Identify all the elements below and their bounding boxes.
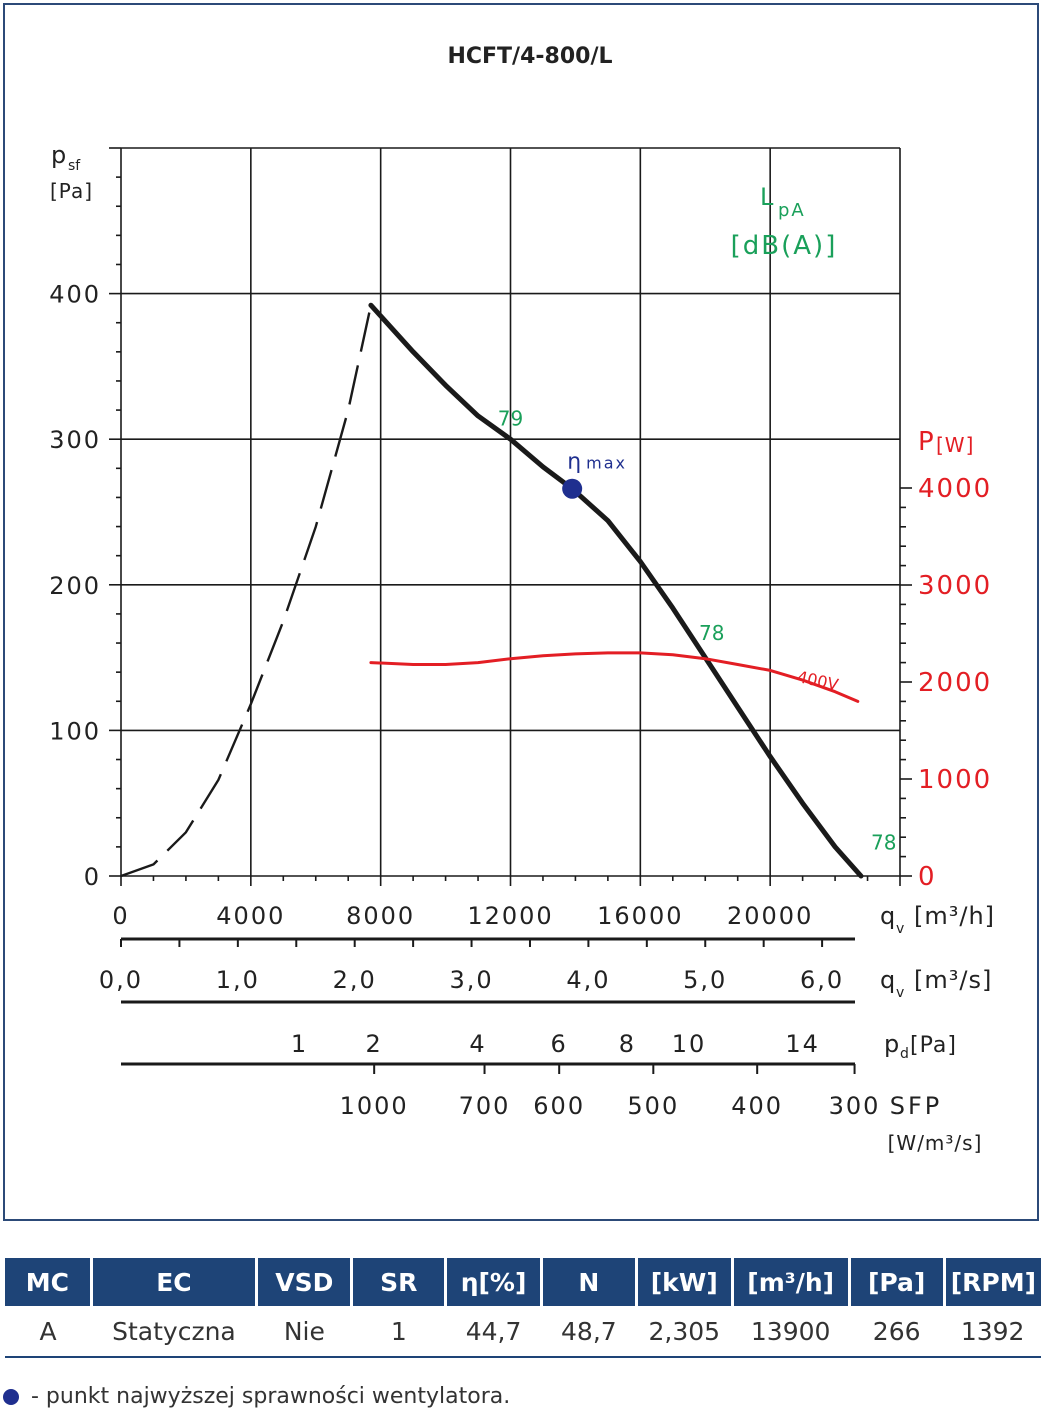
header-vsd: VSD xyxy=(256,1258,354,1306)
pd-tick-label: 14 xyxy=(785,1030,820,1058)
x-tick-label: 4000 xyxy=(216,902,285,930)
cell-ec: Statyczna xyxy=(91,1306,257,1358)
sfp-axis-label: SFP xyxy=(890,1092,943,1120)
pd-tick-label: 4 xyxy=(469,1030,486,1058)
qs-tick-label: 0,0 xyxy=(99,966,143,994)
y-axis-unit: [Pa] xyxy=(50,179,93,203)
header-rpm: [RPM] xyxy=(944,1258,1041,1306)
y-axis-label-sub: sf xyxy=(68,158,81,174)
pd-axis-label: p xyxy=(884,1030,899,1058)
y2-axis-label: P xyxy=(918,427,934,457)
x-tick-label: 12000 xyxy=(467,902,553,930)
x-tick-label: 8000 xyxy=(346,902,415,930)
footnote-text: - punkt najwyższej sprawności wentylator… xyxy=(31,1384,511,1409)
y-tick-label: 400 xyxy=(49,281,101,309)
x-axis-label-sub: v xyxy=(896,921,904,937)
header-pa: [Pa] xyxy=(849,1258,946,1306)
cell-mc: A xyxy=(5,1306,92,1358)
y2-axis-unit: [W] xyxy=(936,433,974,457)
y2-tick-label: 4000 xyxy=(918,474,992,504)
header-ec: EC xyxy=(91,1258,259,1306)
x-axis-unit: [m³/h] xyxy=(914,902,995,930)
table-header-row: MC EC VSD SR η[%] N [kW] [m³/h] [Pa] [RP… xyxy=(5,1258,1041,1306)
qs-tick-label: 3,0 xyxy=(449,966,493,994)
qs-tick-label: 4,0 xyxy=(566,966,610,994)
x-axis-label: q xyxy=(880,902,895,930)
lpa-label: L xyxy=(760,183,774,211)
sound-level-label: 78 xyxy=(871,830,896,854)
power-curve xyxy=(369,651,860,703)
y-tick-label: 200 xyxy=(49,572,101,600)
cell-pa: 266 xyxy=(849,1306,945,1358)
sfp-tick-label: 300 xyxy=(829,1092,881,1120)
pd-axis-unit: [Pa] xyxy=(910,1033,957,1058)
eta-max-label: η xyxy=(567,450,581,475)
chart-title: HCFT/4-800/L xyxy=(447,44,612,69)
cell-kw: 2,305 xyxy=(636,1306,733,1358)
spec-table: MC EC VSD SR η[%] N [kW] [m³/h] [Pa] [RP… xyxy=(5,1258,1041,1358)
cell-vsd: Nie xyxy=(256,1306,352,1358)
y2-tick-label: 1000 xyxy=(918,765,992,795)
sound-level-label: 78 xyxy=(699,621,724,645)
cell-n: 48,7 xyxy=(541,1306,637,1358)
header-n: N xyxy=(541,1258,638,1306)
header-sr: SR xyxy=(351,1258,448,1306)
header-eta: η[%] xyxy=(445,1258,543,1306)
eta-max-point xyxy=(562,478,583,499)
cell-sr: 1 xyxy=(351,1306,446,1358)
pd-tick-label: 6 xyxy=(551,1030,568,1058)
qs-tick-label: 1,0 xyxy=(216,966,260,994)
qs-axis-label-sub: v xyxy=(896,985,904,1001)
eta-max-label-sub: max xyxy=(586,454,627,473)
header-flow: [m³/h] xyxy=(732,1258,851,1306)
pd-tick-label: 2 xyxy=(366,1030,383,1058)
y2-tick-label: 0 xyxy=(918,862,937,892)
y-axis-label: p xyxy=(51,141,66,169)
y-tick-label: 100 xyxy=(49,717,101,745)
y2-tick-label: 3000 xyxy=(918,571,992,601)
x-tick-label: 20000 xyxy=(727,902,813,930)
y-tick-label: 300 xyxy=(49,426,101,454)
eta-max-legend-icon xyxy=(3,1388,19,1405)
footnote: - punkt najwyższej sprawności wentylator… xyxy=(3,1384,510,1409)
sfp-axis-unit: [W/m³/s] xyxy=(888,1131,983,1155)
power-series-label: 400V xyxy=(796,667,841,694)
x-tick-label: 0 xyxy=(112,902,129,930)
table-row: A Statyczna Nie 1 44,7 48,7 2,305 13900 … xyxy=(5,1306,1041,1358)
chart-frame xyxy=(3,3,1039,1221)
lpa-unit: [dB(A)] xyxy=(731,231,838,261)
qs-axis-unit: [m³/s] xyxy=(914,966,992,994)
unstable-zone-curve xyxy=(120,304,373,878)
x-tick-label: 16000 xyxy=(597,902,683,930)
pd-tick-label: 1 xyxy=(291,1030,308,1058)
y2-tick-label: 2000 xyxy=(918,668,992,698)
cell-rpm: 1392 xyxy=(944,1306,1041,1358)
header-kw: [kW] xyxy=(636,1258,734,1306)
cell-eta: 44,7 xyxy=(445,1306,542,1358)
lpa-label-sub: pA xyxy=(778,200,806,221)
qs-tick-label: 6,0 xyxy=(800,966,844,994)
cell-flow: 13900 xyxy=(732,1306,850,1358)
sfp-tick-label: 400 xyxy=(731,1092,783,1120)
pd-axis-label-sub: d xyxy=(900,1046,909,1062)
pressure-curve xyxy=(368,302,864,879)
pd-tick-label: 8 xyxy=(619,1030,636,1058)
sfp-tick-label: 600 xyxy=(533,1092,585,1120)
sfp-tick-label: 500 xyxy=(627,1092,679,1120)
sfp-tick-label: 1000 xyxy=(340,1092,409,1120)
qs-tick-label: 2,0 xyxy=(333,966,377,994)
qs-axis-label: q xyxy=(880,966,895,994)
header-mc: MC xyxy=(5,1258,93,1306)
sfp-tick-label: 700 xyxy=(459,1092,511,1120)
pd-tick-label: 10 xyxy=(672,1030,707,1058)
y-tick-label: 0 xyxy=(84,863,101,891)
sound-level-label: 79 xyxy=(498,407,523,431)
qs-tick-label: 5,0 xyxy=(683,966,727,994)
